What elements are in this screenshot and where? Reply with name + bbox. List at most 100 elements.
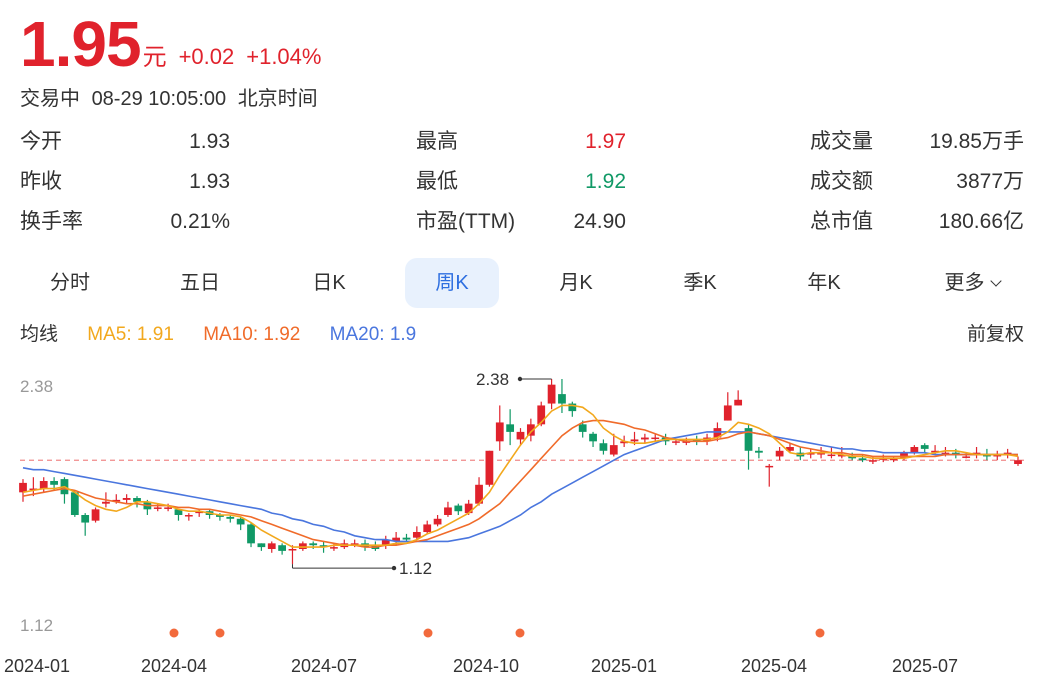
status-datetime: 08-29 10:05:00 bbox=[91, 88, 227, 110]
candle-body bbox=[993, 454, 1002, 457]
x-tick-label: 2024-01 bbox=[4, 656, 70, 676]
stat-prev-close-label: 昨收 bbox=[20, 170, 62, 193]
stat-turnover-label: 成交额 bbox=[810, 170, 873, 193]
candle-body bbox=[1014, 460, 1022, 464]
tab-five-day[interactable]: 五日 bbox=[180, 272, 220, 294]
candle-body bbox=[309, 543, 318, 546]
stat-market-cap-label: 总市值 bbox=[810, 210, 873, 233]
candle-body bbox=[70, 492, 79, 515]
candle-body bbox=[412, 532, 421, 538]
candle-body bbox=[754, 450, 763, 453]
candle-body bbox=[402, 537, 411, 540]
stats-row: 今开 1.93 最高 1.97 成交量 19.85万手 bbox=[20, 126, 1024, 166]
ma-title: 均线 bbox=[20, 324, 59, 345]
candle-body bbox=[630, 439, 639, 442]
candle-body bbox=[19, 482, 27, 493]
candle-body bbox=[848, 456, 857, 459]
tab-yearly-k[interactable]: 年K bbox=[807, 272, 841, 294]
candle-body bbox=[568, 403, 577, 412]
stat-open-value: 1.93 bbox=[189, 130, 230, 153]
candle-body bbox=[672, 441, 680, 443]
tab-daily-k[interactable]: 日K bbox=[312, 272, 346, 294]
ma10-line bbox=[22, 419, 1018, 548]
candle-body bbox=[692, 439, 701, 442]
candle-body bbox=[184, 515, 193, 517]
tab-weekly-k[interactable]: 周K bbox=[405, 258, 499, 308]
x-tick-label: 2025-07 bbox=[892, 656, 958, 676]
x-tick-label: 2025-01 bbox=[591, 656, 657, 676]
stat-volume-value: 19.85万手 bbox=[929, 130, 1024, 153]
period-tabs: 分时 五日 日K 周K 月K 季K 年K 更多 bbox=[20, 258, 1024, 308]
event-marker-dot bbox=[815, 628, 825, 638]
stat-low-value: 1.92 bbox=[585, 170, 626, 193]
low-marker-label: 1.12 bbox=[399, 559, 432, 578]
candle-body bbox=[983, 454, 991, 457]
x-tick-label: 2024-10 bbox=[453, 656, 519, 676]
candle-body bbox=[216, 515, 224, 517]
tab-more-label: 更多 bbox=[944, 272, 985, 294]
candle-body bbox=[164, 507, 172, 509]
current-price: 1.95 bbox=[20, 8, 142, 80]
stat-prev-close-value: 1.93 bbox=[189, 170, 230, 193]
stat-low-label: 最低 bbox=[416, 170, 458, 193]
candle-body bbox=[247, 524, 255, 544]
low-marker-dot bbox=[391, 565, 397, 571]
stats-row: 换手率 0.21% 市盈(TTM) 24.90 总市值 180.66亿 bbox=[20, 206, 1024, 246]
stats-grid: 今开 1.93 最高 1.97 成交量 19.85万手 昨收 1.93 最低 1… bbox=[20, 126, 1024, 246]
ma-legend: 均线 MA5: 1.91 MA10: 1.92 MA20: 1.9 前复权 bbox=[20, 320, 1024, 350]
ma20-line bbox=[22, 431, 1018, 543]
candle-body bbox=[723, 405, 732, 421]
trading-status: 交易中 08-29 10:05:00 北京时间 bbox=[20, 82, 324, 111]
stat-pe-value: 24.90 bbox=[573, 210, 626, 233]
stat-high-value: 1.97 bbox=[585, 130, 626, 153]
stat-volume-label: 成交量 bbox=[810, 130, 873, 153]
candle-body bbox=[288, 549, 297, 551]
candle-body bbox=[962, 456, 971, 458]
tab-intraday[interactable]: 分时 bbox=[50, 272, 90, 294]
stat-market-cap-value: 180.66亿 bbox=[938, 210, 1024, 233]
candle-body bbox=[122, 498, 131, 500]
stat-turnover-value: 3877万 bbox=[956, 170, 1024, 193]
tab-quarterly-k[interactable]: 季K bbox=[683, 272, 717, 294]
weekly-k-chart[interactable]: 2.38 1.12 2.38 1.12 2024-01 2024-04 2024-07 202… bbox=[0, 360, 1044, 690]
candle-body bbox=[495, 422, 504, 442]
candle-body bbox=[558, 394, 566, 404]
candle-body bbox=[889, 458, 898, 461]
candle-body bbox=[806, 452, 815, 455]
candle-body bbox=[931, 450, 939, 453]
candle-body bbox=[278, 545, 287, 551]
stats-row: 昨收 1.93 最低 1.92 成交额 3877万 bbox=[20, 166, 1024, 206]
x-tick-label: 2025-04 bbox=[741, 656, 807, 676]
candle-body bbox=[381, 539, 390, 546]
ma20-value: MA20: 1.9 bbox=[329, 324, 417, 345]
candle-body bbox=[330, 547, 338, 549]
candle-body bbox=[464, 503, 473, 514]
tab-monthly-k[interactable]: 月K bbox=[559, 272, 593, 294]
candle-body bbox=[827, 454, 836, 457]
candle-body bbox=[475, 484, 483, 504]
stat-high-label: 最高 bbox=[416, 130, 458, 153]
candle-body bbox=[50, 481, 58, 485]
candle-body bbox=[423, 524, 432, 532]
candle-body bbox=[620, 441, 629, 444]
candle-body bbox=[951, 452, 960, 455]
candle-body bbox=[174, 509, 183, 515]
candle-body bbox=[267, 543, 276, 549]
stat-turnover-rate-value: 0.21% bbox=[170, 210, 230, 233]
quote-header: 1.95 元 +0.02 +1.04% bbox=[20, 6, 321, 76]
candle-body bbox=[900, 452, 908, 459]
candle-body bbox=[444, 507, 452, 515]
candle-body bbox=[941, 452, 950, 455]
price-change: +0.02 bbox=[178, 44, 235, 69]
adjust-mode-button[interactable]: 前复权 bbox=[966, 324, 1024, 345]
high-marker-dot bbox=[517, 376, 523, 382]
candle-body bbox=[39, 481, 48, 489]
candle-body bbox=[195, 511, 204, 514]
event-marker-dot bbox=[215, 628, 225, 638]
x-tick-label: 2024-07 bbox=[291, 656, 357, 676]
candle-body bbox=[744, 428, 753, 451]
candle-body bbox=[516, 431, 525, 440]
candle-body bbox=[910, 447, 919, 453]
tab-more[interactable]: 更多 bbox=[920, 258, 1024, 308]
candle-body bbox=[972, 452, 981, 455]
